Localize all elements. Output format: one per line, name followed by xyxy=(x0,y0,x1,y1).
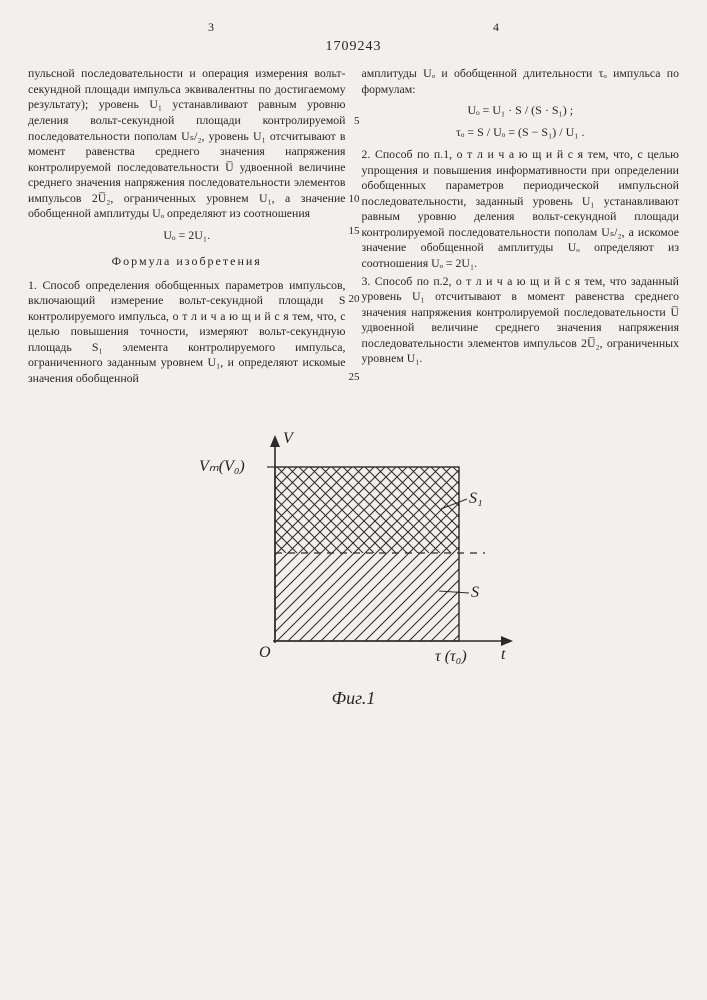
document-number: 1709243 xyxy=(28,38,679,56)
line-number-25: 25 xyxy=(349,370,360,385)
left-para-1: пульсной последовательности и операция и… xyxy=(28,66,346,222)
right-column: амплитуды Uₒ и обобщенной длительности τ… xyxy=(362,66,680,388)
left-claim-1-text: 1. Способ определения обобщенных парамет… xyxy=(28,278,346,385)
formula-u0-2u1: Uₒ = 2U₁. 15 xyxy=(28,228,346,244)
left-claim-1: 1. Способ определения обобщенных парамет… xyxy=(28,278,346,387)
line-number-5: 5 xyxy=(354,114,360,129)
svg-text:Vₘ(V₀): Vₘ(V₀) xyxy=(199,458,245,475)
svg-text:S₁: S₁ xyxy=(469,490,483,507)
svg-text:V: V xyxy=(283,430,295,447)
page-numbers-row: 3 4 xyxy=(28,20,679,36)
svg-text:t: t xyxy=(501,646,506,663)
page-number-right: 4 xyxy=(493,20,499,36)
figure-1-wrap: V Vₘ(V₀) Oτ (τ₀) t S₁ S Фиг.1 xyxy=(28,423,679,711)
right-para-1: амплитуды Uₒ и обобщенной длительности τ… xyxy=(362,66,680,97)
right-claim-3: 3. Способ по п.2, о т л и ч а ю щ и й с … xyxy=(362,274,680,367)
figure-1-caption: Фиг.1 xyxy=(28,687,679,711)
right-claim-2: 2. Способ по п.1, о т л и ч а ю щ и й с … xyxy=(362,147,680,272)
page-number-left: 3 xyxy=(208,20,214,36)
left-para-1-text: пульсной последовательности и операция и… xyxy=(28,66,346,220)
svg-text:S: S xyxy=(471,584,479,601)
line-number-10: 10 xyxy=(349,192,360,207)
figure-1-svg: V Vₘ(V₀) Oτ (τ₀) t S₁ S xyxy=(189,423,519,683)
line-number-15: 15 xyxy=(349,224,360,239)
left-column: пульсной последовательности и операция и… xyxy=(28,66,346,388)
claims-heading: Формула изобретения xyxy=(28,254,346,270)
svg-text:O: O xyxy=(259,644,271,661)
svg-text:τ (τ₀): τ (τ₀) xyxy=(435,648,467,665)
columns-wrap: пульсной последовательности и операция и… xyxy=(28,66,679,388)
formula-u0-2u1-text: Uₒ = 2U₁. xyxy=(163,228,210,242)
line-number-20: 20 xyxy=(349,292,360,307)
formula-tau: τₒ = S / Uₒ = (S − S₁) / U₁ . xyxy=(362,125,680,141)
formula-uo: Uₒ = U₁ · S / (S · S₁) ; xyxy=(362,103,680,119)
